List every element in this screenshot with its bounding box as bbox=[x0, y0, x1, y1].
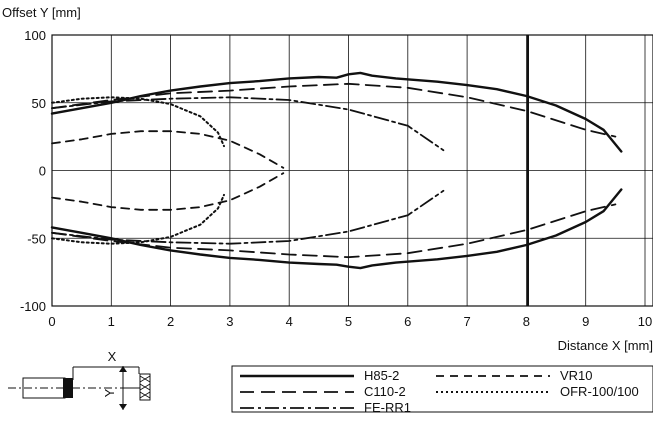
y-tick-label: -100 bbox=[20, 299, 46, 314]
x-tick-label: 8 bbox=[523, 314, 530, 329]
legend-label-h85-2: H85-2 bbox=[364, 368, 399, 383]
legend-label-fe-rr1: FE-RR1 bbox=[364, 400, 411, 415]
tick-labels: 0 1 2 3 4 5 6 7 8 9 10 100 50 0 -50 -100 bbox=[20, 28, 652, 329]
target-hatch-4 bbox=[139, 375, 151, 383]
x-tick-label: 4 bbox=[286, 314, 293, 329]
series-ofr-100-100-lower bbox=[51, 193, 225, 245]
x-tick-label: 10 bbox=[638, 314, 652, 329]
series-vr10-lower bbox=[51, 172, 285, 211]
x-tick-label: 5 bbox=[345, 314, 352, 329]
target-hatch-5 bbox=[139, 383, 151, 391]
x-tick-label: 3 bbox=[226, 314, 233, 329]
x-tick-label: 9 bbox=[582, 314, 589, 329]
gridlines bbox=[52, 35, 653, 306]
plot-frame bbox=[51, 34, 653, 307]
x-tick-label: 0 bbox=[48, 314, 55, 329]
y-axis-title: Offset Y [mm] bbox=[2, 5, 81, 20]
legend-box bbox=[231, 365, 653, 413]
x-tick-label: 6 bbox=[404, 314, 411, 329]
legend-label-vr10: VR10 bbox=[560, 368, 593, 383]
y-tick-label: 50 bbox=[32, 96, 46, 111]
series-fe-rr1-upper bbox=[51, 96, 445, 152]
series-c110-2-lower bbox=[51, 203, 617, 259]
dimension-y-arrow-down bbox=[119, 404, 127, 410]
y-tick-label: 100 bbox=[24, 28, 46, 43]
series-layer bbox=[50, 71, 623, 270]
legend-label-ofr-100-100: OFR-100/100 bbox=[560, 384, 639, 399]
dimension-y-label: Y bbox=[102, 388, 117, 397]
x-tick-label: 7 bbox=[463, 314, 470, 329]
series-fe-rr1-lower bbox=[51, 189, 445, 245]
x-tick-label: 2 bbox=[167, 314, 174, 329]
series-c110-2-upper bbox=[51, 82, 617, 138]
y-tick-label: -50 bbox=[27, 231, 46, 246]
series-h85-2-upper bbox=[50, 71, 623, 153]
series-h85-2-lower bbox=[50, 188, 623, 270]
dimension-y-arrow-up bbox=[119, 366, 127, 372]
sensor-schematic: X Y bbox=[8, 349, 151, 410]
series-vr10-upper bbox=[51, 130, 285, 169]
x-tick-label: 1 bbox=[108, 314, 115, 329]
series-ofr-100-100-upper bbox=[51, 96, 225, 148]
legend-label-c110-2: C110-2 bbox=[364, 384, 406, 399]
x-axis-title: Distance X [mm] bbox=[558, 338, 653, 353]
target-hatch-6 bbox=[139, 391, 151, 399]
dimension-x-label: X bbox=[108, 349, 117, 364]
y-tick-label: 0 bbox=[39, 164, 46, 179]
